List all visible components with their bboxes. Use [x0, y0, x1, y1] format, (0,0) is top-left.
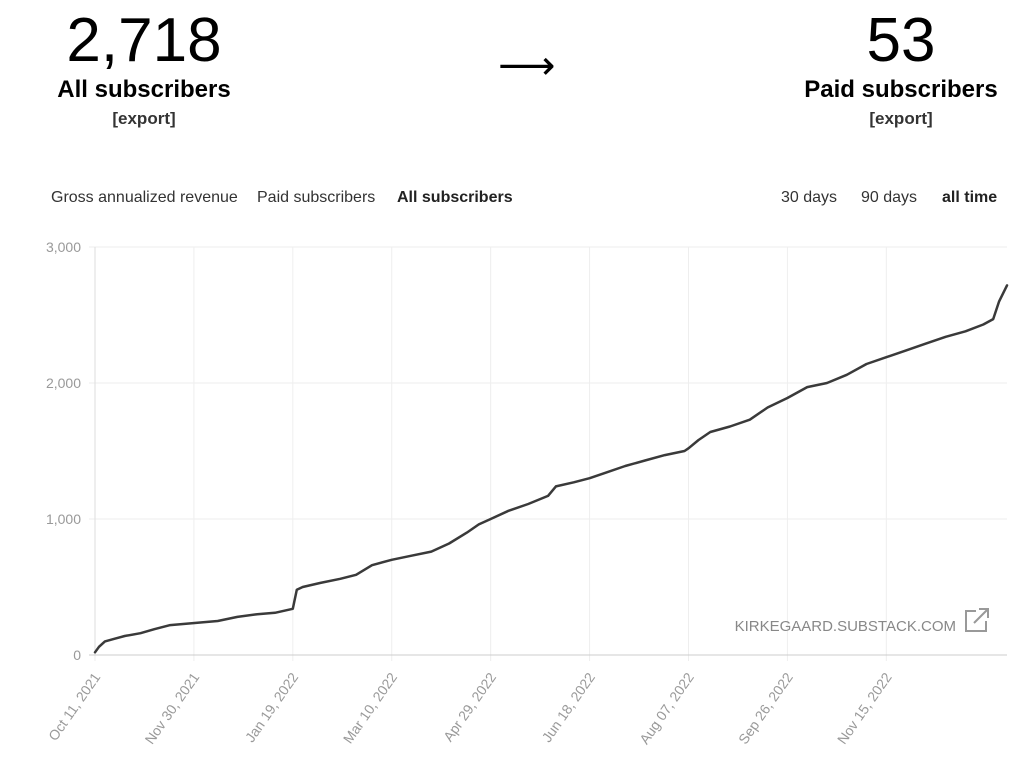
- tab-30-days[interactable]: 30 days: [781, 189, 838, 206]
- y-tick-label: 0: [73, 647, 81, 663]
- paid-subscribers-count: 53: [866, 6, 936, 75]
- tab-all-time[interactable]: all time: [942, 189, 998, 206]
- x-tick-label: Mar 10, 2022: [340, 669, 401, 746]
- x-tick-label: Nov 30, 2021: [141, 669, 202, 747]
- all-subscribers-label: All subscribers: [57, 76, 231, 103]
- tab-all-subscribers[interactable]: All subscribers: [397, 189, 513, 206]
- x-tick-label: Aug 07, 2022: [636, 669, 697, 747]
- all-subscribers-stat: 2,718 All subscribers [export]: [24, 6, 264, 129]
- series-line-all-subscribers: [93, 284, 1009, 654]
- arrow-right-icon: ⟶: [498, 44, 556, 88]
- x-tick-label: Nov 15, 2022: [834, 669, 895, 747]
- tab-90-days[interactable]: 90 days: [861, 189, 918, 206]
- x-tick-label: Jun 18, 2022: [538, 669, 598, 745]
- watermark-label: KIRKEGAARD.SUBSTACK.COM: [735, 618, 956, 635]
- paid-subscribers-label: Paid subscribers: [804, 76, 998, 103]
- paid-subscribers-export-link[interactable]: [export]: [869, 109, 933, 128]
- all-subscribers-export-link[interactable]: [export]: [112, 109, 176, 128]
- x-tick-label: Apr 29, 2022: [440, 669, 499, 744]
- x-axis: Oct 11, 2021 Nov 30, 2021 Jan 19, 2022 Mar …: [45, 669, 895, 747]
- external-link-icon[interactable]: [965, 608, 989, 632]
- y-tick-label: 1,000: [46, 511, 81, 527]
- x-tick-label: Oct 11, 2021: [45, 669, 104, 743]
- y-tick-label: 3,000: [46, 239, 81, 255]
- y-tick-label: 2,000: [46, 375, 81, 391]
- subscribers-line-chart: 0 1,000 2,000 3,000 Oct 11, 2021 Nov 30, 202…: [45, 239, 1009, 747]
- x-tick-label: Sep 26, 2022: [735, 669, 796, 747]
- tab-paid-subscribers[interactable]: Paid subscribers: [257, 189, 376, 206]
- y-axis: 0 1,000 2,000 3,000: [46, 239, 81, 663]
- paid-subscribers-stat: 53 Paid subscribers [export]: [781, 6, 1018, 129]
- grid: [89, 246, 1007, 661]
- all-subscribers-count: 2,718: [66, 6, 222, 75]
- x-tick-label: Jan 19, 2022: [242, 669, 302, 745]
- tab-gross-annualized-revenue[interactable]: Gross annualized revenue: [51, 189, 238, 206]
